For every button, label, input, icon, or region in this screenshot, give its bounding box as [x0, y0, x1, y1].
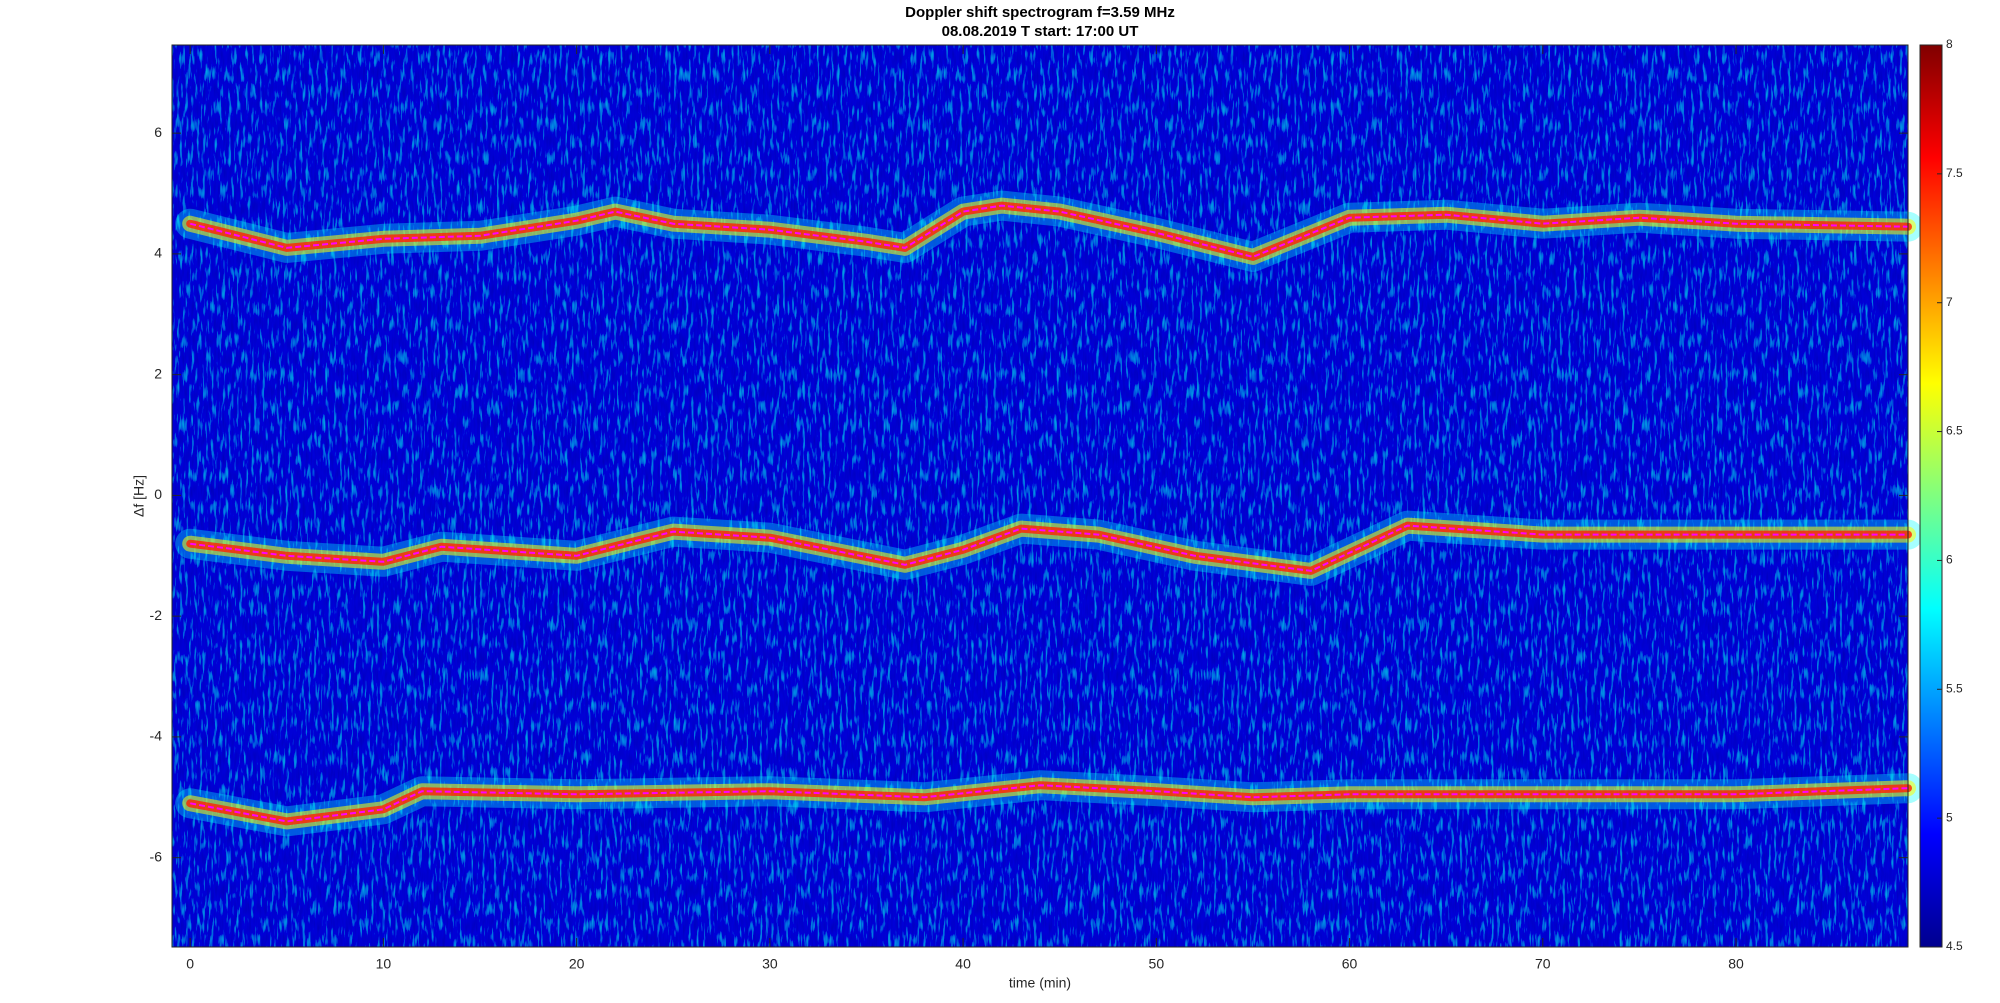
y-tick-label: -2	[150, 607, 163, 623]
spectrogram-noise	[172, 45, 1908, 947]
y-tick-label: 2	[154, 365, 162, 381]
x-tick-label: 0	[186, 956, 194, 972]
x-tick-label: 60	[1342, 956, 1358, 972]
x-tick-label: 50	[1149, 956, 1165, 972]
colorbar-tick-label: 6	[1946, 553, 1953, 567]
y-tick-label: 0	[154, 486, 162, 502]
trace-line	[190, 524, 1908, 572]
chart-title: Doppler shift spectrogram f=3.59 MHz	[905, 4, 1175, 21]
colorbar-tick-label: 6.5	[1946, 424, 1963, 438]
colorbar-tick-label: 5.5	[1946, 681, 1963, 695]
x-tick-label: 30	[762, 956, 778, 972]
x-tick-label: 10	[376, 956, 392, 972]
y-tick-label: -4	[150, 728, 163, 744]
trace-line	[190, 784, 1909, 823]
colorbar-tick-label: 7.5	[1946, 166, 1963, 180]
colorbar-tick-label: 7	[1946, 295, 1953, 309]
x-tick-label: 40	[955, 956, 971, 972]
colorbar-tick-label: 8	[1946, 37, 1953, 51]
y-axis-label: Δf [Hz]	[131, 475, 147, 517]
x-tick-label: 70	[1535, 956, 1551, 972]
colorbar-tick-label: 5	[1946, 810, 1953, 824]
y-tick-label: 4	[154, 245, 162, 261]
colorbar	[1919, 44, 1943, 948]
x-tick-label: 20	[569, 956, 585, 972]
axes-box	[171, 44, 1909, 948]
y-tick-label: 6	[154, 124, 162, 140]
colorbar-tick-label: 4.5	[1946, 939, 1963, 953]
x-tick-label: 80	[1728, 956, 1744, 972]
x-axis-label: time (min)	[1009, 975, 1071, 991]
y-tick-label: -6	[150, 848, 163, 864]
chart-subtitle: 08.08.2019 T start: 17:00 UT	[942, 23, 1139, 40]
trace-line	[189, 204, 1909, 258]
